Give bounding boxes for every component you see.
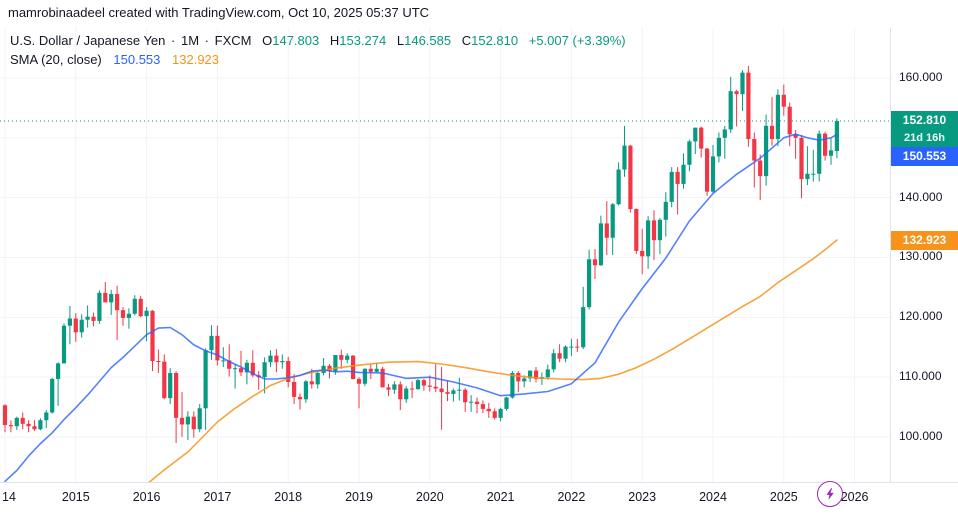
y-axis-label: 110.000: [899, 369, 942, 384]
legend-open: O147.803: [262, 33, 320, 48]
x-axis-label: 2022: [557, 490, 586, 504]
sma-slow-badge: 132.923: [891, 230, 958, 250]
x-axis-label: 2026: [840, 490, 869, 504]
lightning-icon: [826, 488, 834, 500]
y-axis-label: 100.000: [899, 428, 943, 443]
legend-interval: 1M: [180, 33, 200, 48]
last-price-badge: 152.810 21d 16h: [891, 111, 958, 148]
legend-exchange: FXCM: [214, 33, 252, 48]
x-axis-label: 2020: [415, 490, 444, 504]
bar-countdown: 21d 16h: [904, 132, 945, 145]
y-axis-label: 130.000: [899, 249, 943, 264]
price-scale[interactable]: 160.000150.000140.000130.000120.000110.0…: [890, 28, 958, 482]
y-axis-label: 120.000: [899, 309, 943, 324]
header-credit: mamrobinaadeel created with TradingView.…: [0, 0, 958, 28]
indicator-fast-value: 150.553: [113, 52, 161, 67]
y-axis-label: 140.000: [899, 189, 943, 204]
x-axis-label: 2015: [61, 490, 90, 504]
lightning-button[interactable]: [817, 481, 843, 507]
chart-legend: U.S. Dollar / Japanese Yen · 1M · FXCM O…: [10, 32, 626, 70]
x-axis-label: 2016: [132, 490, 161, 504]
legend-indicator-row: SMA (20, close) 150.553 132.923: [10, 51, 626, 69]
legend-change: +5.007 (+3.39%): [528, 33, 626, 48]
indicator-name: SMA (20, close): [10, 52, 102, 67]
legend-symbol: U.S. Dollar / Japanese Yen: [10, 33, 166, 48]
legend-high: H153.274: [329, 33, 387, 48]
x-axis-label: 2019: [345, 490, 373, 504]
time-scale[interactable]: 14 2015 2016 2017 2018 2019 2020 2021 2022 2023 20…: [0, 482, 958, 527]
legend-low: L146.585: [396, 33, 452, 48]
legend-separator: ·: [204, 33, 210, 48]
x-axis-label: 14: [2, 490, 16, 504]
x-axis-label: 2017: [203, 490, 232, 504]
chart-canvas[interactable]: [0, 28, 890, 482]
last-price-value: 152.810: [902, 113, 947, 128]
x-axis-label: 2018: [274, 490, 303, 504]
x-axis-label: 2025: [769, 490, 798, 504]
x-axis-label: 2021: [486, 490, 515, 504]
chart-area[interactable]: U.S. Dollar / Japanese Yen · 1M · FXCM O…: [0, 28, 890, 507]
legend-separator: ·: [171, 33, 176, 48]
x-axis-label: 2024: [699, 490, 727, 504]
sma-fast-badge: 150.553: [891, 147, 958, 167]
legend-symbol-row: U.S. Dollar / Japanese Yen · 1M · FXCM O…: [10, 32, 626, 50]
indicator-slow-value: 132.923: [172, 52, 220, 67]
legend-close: C152.810: [461, 33, 519, 48]
y-axis-label: 160.000: [899, 70, 943, 84]
x-axis-label: 2023: [628, 490, 657, 504]
